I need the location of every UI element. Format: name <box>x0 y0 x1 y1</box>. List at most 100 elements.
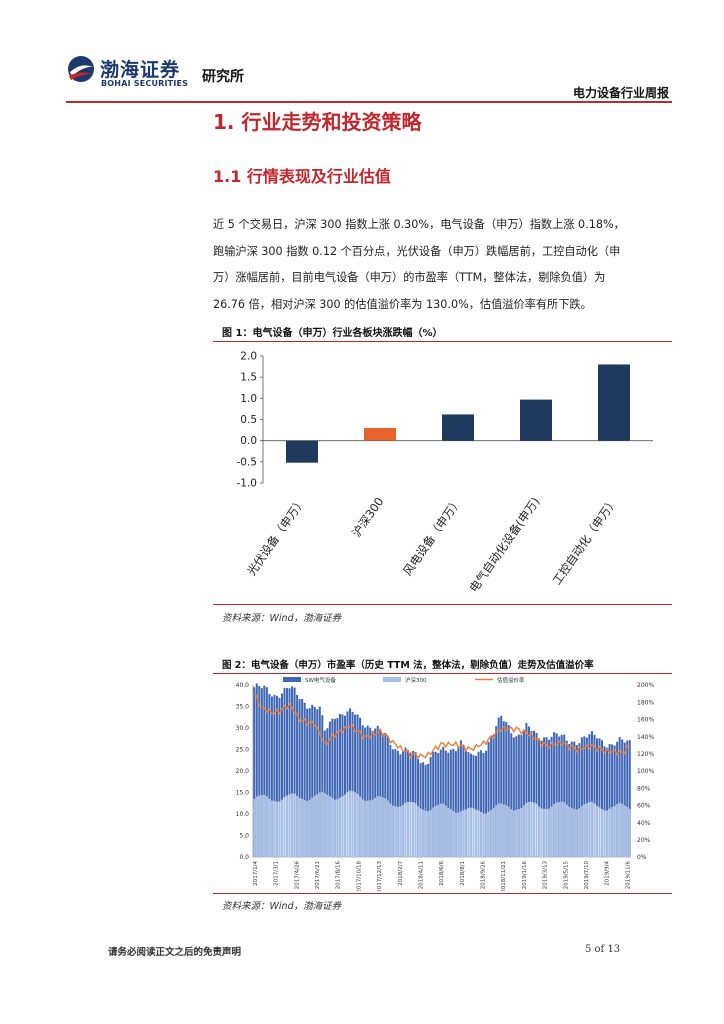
bar-hs300 <box>424 810 427 857</box>
bar-sw-electric <box>351 711 354 857</box>
paragraph-line: 26.76 倍，相对沪深 300 的估值溢价率为 130.0%，估值溢价率有所下… <box>213 297 592 311</box>
bar-sw-electric <box>573 741 576 857</box>
bar-hs300 <box>351 791 354 857</box>
bar-sw-electric <box>575 745 578 857</box>
bar-sw-electric <box>462 745 465 857</box>
bar-sw-electric <box>553 732 556 857</box>
bar <box>286 440 318 463</box>
bar-hs300 <box>343 794 346 857</box>
bar-hs300 <box>406 801 409 857</box>
bar-sw-electric <box>606 747 609 857</box>
x-tick-label: 2018/4/11 <box>418 861 424 889</box>
bar-hs300 <box>477 810 480 857</box>
bar-hs300 <box>263 795 266 857</box>
bar-sw-electric <box>326 728 329 857</box>
bar-sw-electric <box>341 714 344 857</box>
bar-hs300 <box>278 801 281 857</box>
bar-hs300 <box>583 804 586 857</box>
bar-hs300 <box>359 796 362 857</box>
bar-hs300 <box>336 799 339 857</box>
bar-sw-electric <box>593 734 596 857</box>
bar-sw-electric <box>429 756 432 857</box>
bar-hs300 <box>399 806 402 857</box>
bar-hs300 <box>532 802 535 857</box>
bar-hs300 <box>354 792 357 857</box>
bar-hs300 <box>452 811 455 857</box>
right-y-tick-label: 20% <box>637 837 651 844</box>
bar-hs300 <box>311 797 314 857</box>
bar-hs300 <box>412 801 415 857</box>
bar-hs300 <box>409 801 412 857</box>
bar-hs300 <box>270 800 273 857</box>
bar-sw-electric <box>590 731 593 857</box>
bar-hs300 <box>512 810 515 857</box>
bar-hs300 <box>291 793 294 857</box>
bar-sw-electric <box>381 733 384 857</box>
bar-sw-electric <box>432 751 435 857</box>
bar-hs300 <box>293 793 296 857</box>
bar-sw-electric <box>585 737 588 857</box>
bar-hs300 <box>568 806 571 857</box>
left-y-tick-label: 5.0 <box>239 833 249 840</box>
y-tick-label: 0.0 <box>240 435 257 447</box>
left-y-tick-label: 40.0 <box>236 682 250 689</box>
bar-hs300 <box>573 808 576 857</box>
bar-sw-electric <box>447 752 450 857</box>
bar-hs300 <box>326 794 329 857</box>
x-tick-label: 2017/4/26 <box>294 861 300 890</box>
right-y-tick-label: 40% <box>637 820 651 827</box>
bar-sw-electric <box>359 717 362 857</box>
bar-hs300 <box>590 801 593 857</box>
x-tick-label: 2017/1/4 <box>253 861 259 886</box>
bar-hs300 <box>611 807 614 857</box>
bar-hs300 <box>467 807 470 857</box>
left-y-tick-label: 10.0 <box>236 811 250 818</box>
bar-sw-electric <box>336 718 339 857</box>
bar-hs300 <box>422 809 425 857</box>
bar-sw-electric <box>608 744 611 857</box>
bar-sw-electric <box>517 734 520 857</box>
bar-sw-electric <box>444 750 447 857</box>
bar-sw-electric <box>472 755 475 857</box>
bar-hs300 <box>288 794 291 857</box>
bar-hs300 <box>454 812 457 857</box>
bar-sw-electric <box>260 688 263 857</box>
bar-sw-electric <box>278 697 281 857</box>
bar-sw-electric <box>570 741 573 857</box>
x-tick-label: 2017/10/18 <box>356 861 362 891</box>
bar-sw-electric <box>550 736 553 857</box>
bar-sw-electric <box>333 718 336 857</box>
x-tick-label: 2019/9/4 <box>605 861 611 886</box>
bar-sw-electric <box>467 752 470 857</box>
bar-sw-electric <box>626 740 629 857</box>
bar-hs300 <box>563 802 566 857</box>
bar-hs300 <box>449 809 452 857</box>
bar-hs300 <box>520 807 523 857</box>
bar-sw-electric <box>374 728 377 857</box>
bar-hs300 <box>616 804 619 857</box>
bar-sw-electric <box>578 743 581 857</box>
bar-hs300 <box>535 803 538 857</box>
bar <box>442 414 474 441</box>
bar-hs300 <box>258 795 261 857</box>
bar-hs300 <box>394 806 397 857</box>
bar-sw-electric <box>318 706 321 857</box>
bar-sw-electric <box>364 727 367 857</box>
bar-sw-electric <box>376 725 379 857</box>
bar-hs300 <box>543 808 546 857</box>
bar-hs300 <box>323 793 326 857</box>
bar-sw-electric <box>296 694 299 857</box>
bar-hs300 <box>414 803 417 857</box>
bar-sw-electric <box>583 736 586 857</box>
x-tick-label: 2017/12/13 <box>377 861 383 891</box>
figure1-top-rule <box>213 341 672 342</box>
paragraph-line: 近 5 个交易日，沪深 300 指数上涨 0.30%，电气设备（申万）指数上涨 … <box>213 218 625 231</box>
bar-sw-electric <box>512 737 515 857</box>
bar-sw-electric <box>346 711 349 857</box>
bar-hs300 <box>482 813 485 857</box>
bar-hs300 <box>555 802 558 857</box>
bar-hs300 <box>389 803 392 857</box>
bar-hs300 <box>472 808 475 857</box>
bar-hs300 <box>444 805 447 857</box>
bar-sw-electric <box>469 753 472 857</box>
